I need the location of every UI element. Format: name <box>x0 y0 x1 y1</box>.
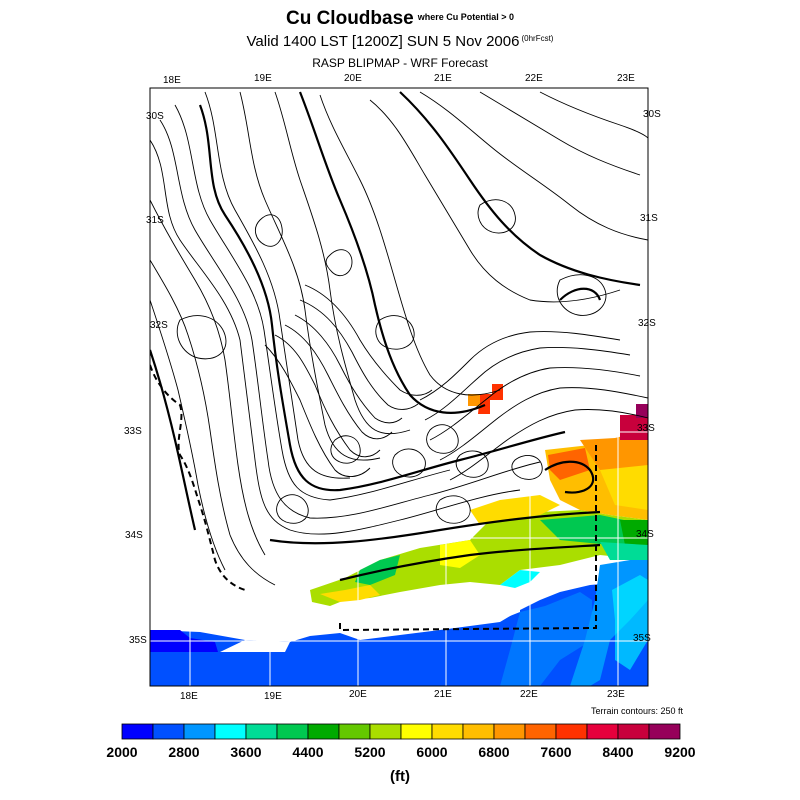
colorbar-label: 9200 <box>664 744 696 760</box>
colorbar-swatch <box>245 723 278 740</box>
lon-label-bottom-21e: 21E <box>434 689 452 700</box>
sea-field <box>150 552 648 686</box>
domain-boundary <box>150 364 597 632</box>
colorbar-swatch <box>462 723 495 740</box>
lon-label-bottom-20e: 20E <box>349 689 367 700</box>
lat-label-right-30s: 30S <box>643 109 661 120</box>
colorbar-label: 2800 <box>168 744 200 760</box>
colorbar-label: 5200 <box>354 744 386 760</box>
colorbar-swatch <box>617 723 650 740</box>
terrain-contour-note: Terrain contours: 250 ft <box>591 706 684 716</box>
colorbar-swatch <box>183 723 216 740</box>
colorbar-swatch <box>152 723 185 740</box>
lon-label-top-22e: 22E <box>525 73 543 84</box>
lon-label-bottom-23e: 23E <box>607 689 625 700</box>
lat-label-left-35s: 35S <box>129 635 147 646</box>
title-note: where Cu Potential > 0 <box>417 12 514 22</box>
terrain-contours-bold <box>150 91 641 582</box>
colorbar-swatch <box>276 723 309 740</box>
lon-label-top-23e: 23E <box>617 73 635 84</box>
lon-label-top-21e: 21E <box>434 73 452 84</box>
page-title: Cu Cloudbase where Cu Potential > 0 <box>0 8 800 30</box>
colorbar-label: 8400 <box>602 744 634 760</box>
lon-label-top-20e: 20E <box>344 73 362 84</box>
colorbar <box>121 723 681 740</box>
lat-label-right-34s: 34S <box>636 529 654 540</box>
colorbar-label: 7600 <box>540 744 572 760</box>
lat-label-left-33s: 33S <box>124 426 142 437</box>
forecast-hour-note: (0hrFcst) <box>521 34 554 43</box>
lon-label-top-19e: 19E <box>254 73 272 84</box>
colorbar-swatch <box>214 723 247 740</box>
colorbar-label: 2000 <box>106 744 138 760</box>
lon-label-bottom-18e: 18E <box>180 691 198 702</box>
colorbar-swatch <box>493 723 526 740</box>
lat-label-left-31s: 31S <box>146 215 164 226</box>
colorbar-label: 4400 <box>292 744 324 760</box>
colorbar-swatch <box>586 723 619 740</box>
lat-label-left-30s: 30S <box>146 111 164 122</box>
colorbar-swatch <box>555 723 588 740</box>
colorbar-swatch <box>121 723 154 740</box>
valid-time-text: Valid 1400 LST [1200Z] SUN 5 Nov 2006 <box>246 33 520 50</box>
colorbar-swatch <box>369 723 402 740</box>
colorbar-swatch <box>307 723 340 740</box>
colorbar-swatch <box>400 723 433 740</box>
colorbar-swatch <box>524 723 557 740</box>
lat-label-right-32s: 32S <box>638 318 656 329</box>
colorbar-swatch <box>431 723 464 740</box>
lon-label-top-18e: 18E <box>163 75 181 86</box>
colorbar-label: 6000 <box>416 744 448 760</box>
subtitle: RASP BLIPMAP - WRF Forecast <box>312 56 488 70</box>
title-text: Cu Cloudbase <box>285 8 414 29</box>
terrain-contours <box>150 91 648 586</box>
graticule <box>150 88 648 686</box>
map-frame <box>149 87 649 687</box>
colorbar-swatch <box>648 723 681 740</box>
colorbar-label: 6800 <box>478 744 510 760</box>
colorbar-label: 3600 <box>230 744 262 760</box>
lat-label-right-35s: 35S <box>633 633 651 644</box>
lat-label-right-33s: 33S <box>637 423 655 434</box>
colorbar-swatch <box>338 723 371 740</box>
lon-label-bottom-19e: 19E <box>264 691 282 702</box>
lat-label-left-32s: 32S <box>150 320 168 331</box>
valid-time-line: Valid 1400 LST [1200Z] SUN 5 Nov 2006 (0h… <box>0 33 800 50</box>
lat-label-right-31s: 31S <box>640 213 658 224</box>
lon-label-bottom-22e: 22E <box>520 689 538 700</box>
colorbar-units: (ft) <box>390 768 410 785</box>
lat-label-left-34s: 34S <box>125 530 143 541</box>
coastal-field <box>310 384 648 606</box>
